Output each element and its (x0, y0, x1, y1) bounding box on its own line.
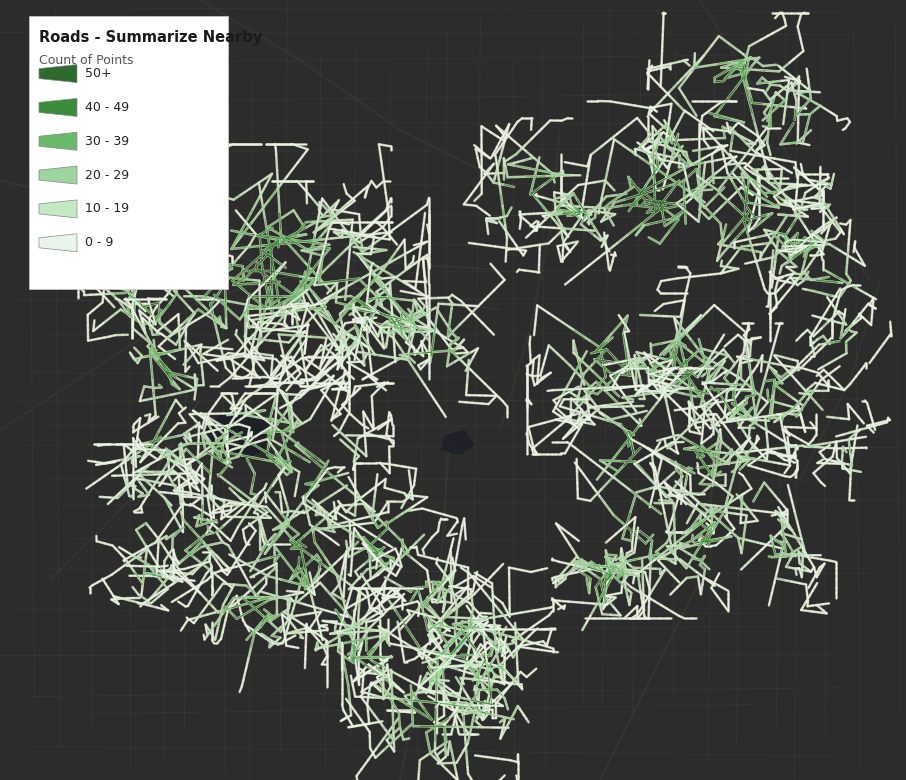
Polygon shape (39, 133, 77, 151)
FancyBboxPatch shape (29, 16, 228, 289)
Text: 20 - 29: 20 - 29 (85, 168, 130, 182)
Polygon shape (39, 234, 77, 252)
Text: 10 - 19: 10 - 19 (85, 203, 130, 215)
Text: 30 - 39: 30 - 39 (85, 135, 130, 147)
Polygon shape (39, 98, 77, 116)
Polygon shape (205, 410, 270, 460)
Text: 0 - 9: 0 - 9 (85, 236, 113, 250)
Polygon shape (39, 65, 77, 83)
Text: 40 - 49: 40 - 49 (85, 101, 130, 114)
Text: 50+: 50+ (85, 67, 111, 80)
Polygon shape (440, 430, 475, 455)
Polygon shape (39, 166, 77, 184)
Text: Count of Points: Count of Points (39, 54, 133, 66)
Text: Roads - Summarize Nearby: Roads - Summarize Nearby (39, 30, 262, 44)
Polygon shape (39, 200, 77, 218)
